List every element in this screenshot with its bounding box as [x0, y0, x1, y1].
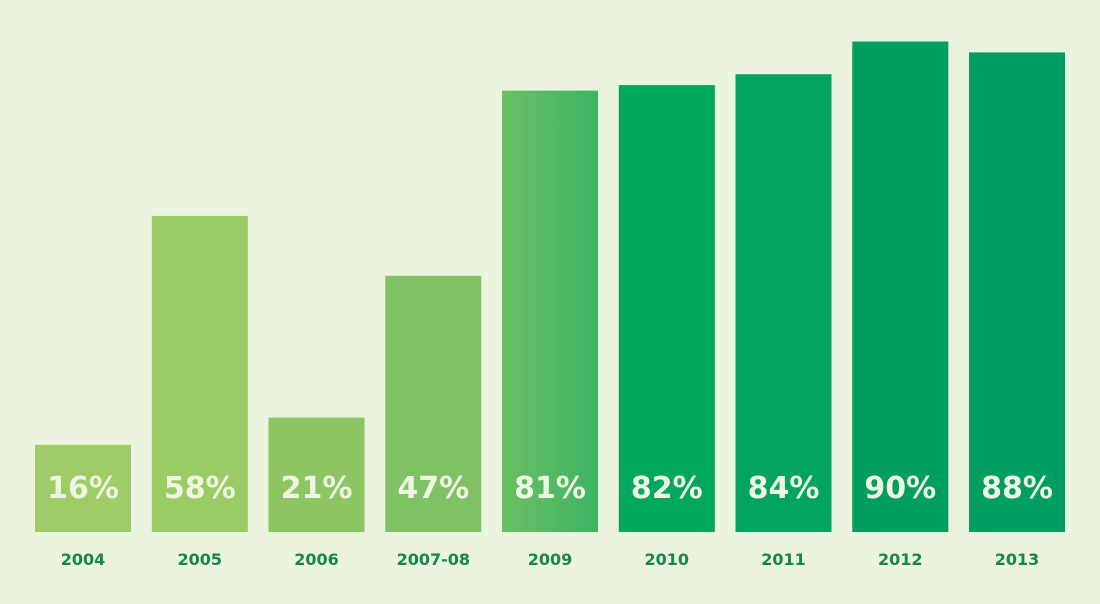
bar-2007-08: [385, 275, 482, 532]
bar-2004: [35, 444, 131, 532]
category-label-2005: 2005: [178, 550, 223, 569]
bar-2013: [969, 52, 1065, 533]
bar-2006: [268, 417, 365, 533]
bar-2005: [151, 215, 248, 532]
category-label-2006: 2006: [294, 550, 339, 569]
value-label-2005: 58%: [164, 471, 236, 506]
bars-layer: [35, 41, 1065, 533]
value-label-2011: 84%: [748, 471, 820, 506]
value-labels-layer: 16% 58% 21% 47% 81% 82% 84% 90% 88%: [47, 471, 1053, 506]
value-label-2009: 81%: [514, 471, 586, 506]
value-label-2010: 82%: [631, 471, 703, 506]
value-label-2006: 21%: [281, 471, 353, 506]
category-label-2013: 2013: [995, 550, 1040, 569]
category-labels-layer: 2004 2005 2006 2007-08 2009 2010 2011 2012 2013: [61, 550, 1040, 569]
category-label-2009: 2009: [528, 550, 573, 569]
category-label-2012: 2012: [878, 550, 923, 569]
bar-2011: [735, 74, 832, 532]
category-label-2010: 2010: [645, 550, 690, 569]
value-label-2013: 88%: [981, 471, 1053, 506]
bar-2009: [502, 90, 598, 532]
value-label-2007-08: 47%: [397, 471, 469, 506]
category-label-2004: 2004: [61, 550, 106, 569]
bar-2012: [852, 41, 949, 532]
category-label-2007-08: 2007-08: [397, 550, 470, 569]
bar-2010: [618, 85, 715, 532]
category-label-2011: 2011: [761, 550, 806, 569]
value-label-2012: 90%: [864, 471, 936, 506]
value-label-2004: 16%: [47, 471, 119, 506]
